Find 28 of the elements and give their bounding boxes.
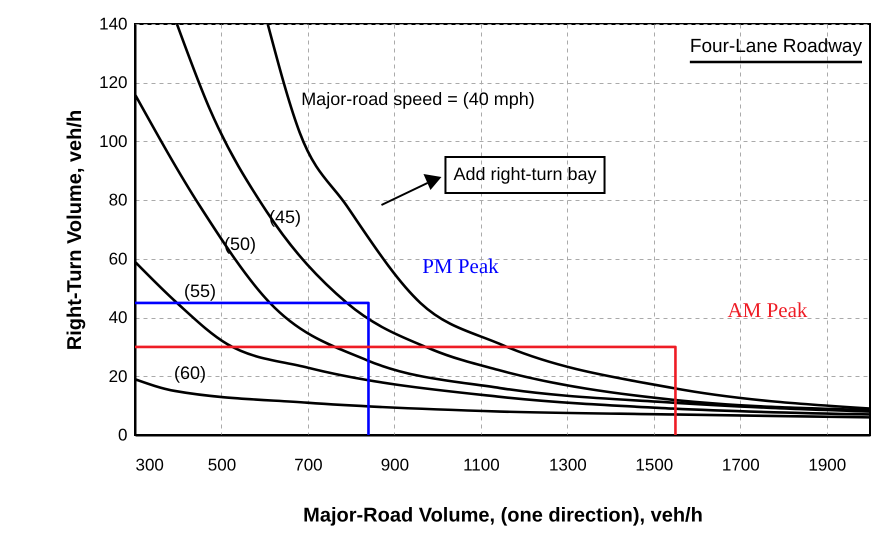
x-tick-label: 1500 (635, 456, 674, 474)
annotation: Add right-turn bay (453, 164, 597, 184)
x-axis-title: Major-Road Volume, (one direction), veh/h (303, 504, 703, 526)
y-axis-title: Right-Turn Volume, veh/h (64, 110, 86, 350)
x-tick-label: 500 (208, 456, 236, 474)
y-tick-label: 120 (99, 73, 128, 92)
y-tick-label: 40 (108, 308, 128, 328)
y-tick-label: 60 (108, 249, 128, 268)
y-tick-label: 20 (108, 366, 128, 386)
series-label: (60) (174, 363, 206, 383)
x-tick-label: 900 (380, 456, 410, 474)
y-tick-label: 140 (99, 14, 128, 34)
y-tick-label: 0 (118, 426, 128, 444)
series-label: (50) (224, 234, 256, 254)
x-tick-label: 700 (294, 456, 323, 474)
x-tick-label: 1300 (548, 456, 587, 474)
x-tick-label: 1100 (463, 456, 500, 474)
text: AM Peak (727, 298, 808, 322)
x-tick-label: 1900 (808, 456, 846, 474)
x-tick-label: 300 (136, 456, 164, 474)
y-tick-label: 80 (108, 190, 128, 210)
y-tick-label: 100 (99, 132, 128, 151)
text: PM Peak (422, 254, 500, 278)
x-tick-label: 1700 (722, 456, 760, 474)
series-label: (45) (268, 207, 302, 227)
series-label: Major-road speed = (40 mph) (301, 89, 535, 109)
series-label: (55) (184, 281, 216, 301)
annotation: Four-Lane Roadway (690, 36, 862, 57)
